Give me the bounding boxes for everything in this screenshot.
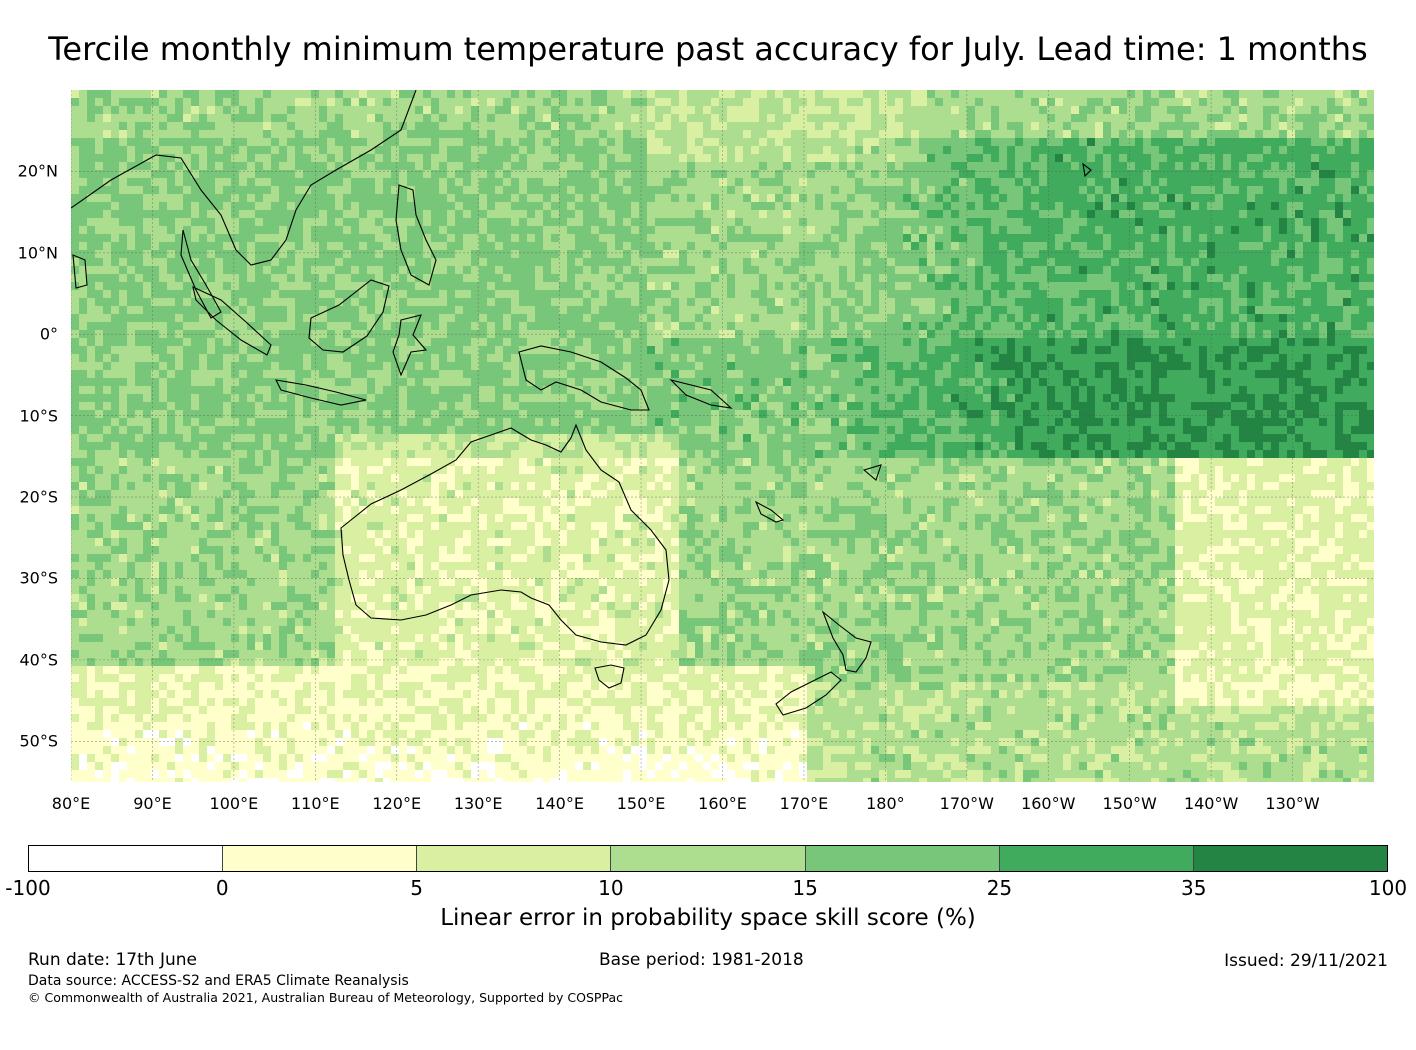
longitude-label: 150°E bbox=[616, 794, 666, 813]
colorbar-segment bbox=[805, 846, 1000, 871]
longitude-label: 170°E bbox=[779, 794, 829, 813]
longitude-label: 100°E bbox=[209, 794, 259, 813]
coastline-new-caledonia bbox=[754, 500, 785, 523]
colorbar-segment bbox=[1193, 846, 1387, 871]
longitude-label: 170°W bbox=[939, 794, 994, 813]
graticule bbox=[71, 90, 1374, 782]
latitude-label: 10°N bbox=[17, 243, 58, 263]
longitude-label: 140°E bbox=[535, 794, 584, 813]
coastline-sulawesi bbox=[392, 314, 428, 377]
colorbar-segment bbox=[29, 846, 224, 871]
colorbar bbox=[28, 845, 1388, 872]
coastline-new-guinea bbox=[518, 345, 650, 411]
longitude-label: 140°W bbox=[1183, 794, 1239, 813]
latitude-label: 20°N bbox=[17, 161, 58, 181]
colorbar-tick-label: -100 bbox=[5, 876, 51, 900]
coastline-se-asia bbox=[71, 90, 417, 266]
longitude-label: 160°W bbox=[1021, 794, 1076, 813]
colorbar-tick-label: 10 bbox=[598, 876, 624, 900]
coastline-solomons bbox=[669, 378, 733, 409]
colorbar-tick-label: 35 bbox=[1180, 876, 1207, 900]
colorbar-segment bbox=[223, 846, 418, 871]
coastline-fiji bbox=[862, 464, 882, 481]
latitude-label: 0° bbox=[39, 324, 58, 344]
issued-date: Issued: 29/11/2021 bbox=[1224, 951, 1388, 971]
coastline-nz-north bbox=[821, 610, 872, 673]
latitude-label: 40°S bbox=[19, 650, 58, 670]
coastline-sri-lanka bbox=[72, 254, 88, 289]
longitude-label: 80°E bbox=[51, 794, 91, 813]
colorbar-segment bbox=[999, 846, 1194, 871]
skill-score-map[interactable] bbox=[71, 90, 1374, 782]
longitude-label: 110°E bbox=[290, 794, 340, 813]
coastline-malay-peninsula bbox=[180, 229, 222, 319]
longitude-label: 150°W bbox=[1102, 794, 1157, 813]
coastline-philippines bbox=[395, 184, 437, 286]
copyright: © Commonwealth of Australia 2021, Austra… bbox=[28, 990, 623, 1005]
coastline-sumatra bbox=[192, 286, 272, 356]
longitude-label: 160°E bbox=[698, 794, 747, 813]
coastline-australia bbox=[340, 423, 670, 646]
latitude-label: 30°S bbox=[19, 568, 58, 588]
colorbar-segment bbox=[611, 846, 806, 871]
map-title: Tercile monthly minimum temperature past… bbox=[48, 30, 1368, 68]
coastline-java bbox=[275, 379, 367, 406]
run-date: Run date: 17th June bbox=[28, 950, 197, 970]
latitude-label: 20°S bbox=[19, 487, 58, 507]
colorbar-tick-label: 0 bbox=[215, 876, 229, 900]
colorbar-tick-label: 5 bbox=[410, 876, 423, 900]
longitude-label: 90°E bbox=[133, 794, 172, 813]
map-canvas bbox=[71, 90, 1374, 782]
colorbar-tick-label: 25 bbox=[986, 876, 1013, 900]
colorbar-tick-label: 100 bbox=[1368, 876, 1408, 900]
base-period: Base period: 1981-2018 bbox=[599, 950, 804, 970]
longitude-label: 130°E bbox=[453, 794, 503, 813]
skill-score-field bbox=[71, 90, 1374, 782]
coastline-hawaii bbox=[1082, 162, 1092, 178]
latitude-label: 50°S bbox=[19, 731, 58, 751]
data-source: Data source: ACCESS-S2 and ERA5 Climate … bbox=[28, 973, 409, 989]
coastline-nz-south bbox=[775, 671, 842, 716]
longitude-label: 180° bbox=[866, 794, 905, 813]
longitude-label: 130°W bbox=[1265, 794, 1320, 813]
colorbar-label: Linear error in probability space skill … bbox=[440, 905, 976, 931]
latitude-label: 10°S bbox=[19, 406, 58, 426]
coastline-tasmania bbox=[594, 664, 625, 689]
coastline-borneo bbox=[308, 279, 390, 353]
coastlines bbox=[71, 90, 1092, 716]
colorbar-tick-label: 15 bbox=[792, 876, 818, 900]
colorbar-segment bbox=[417, 846, 612, 871]
longitude-label: 120°E bbox=[372, 794, 422, 813]
